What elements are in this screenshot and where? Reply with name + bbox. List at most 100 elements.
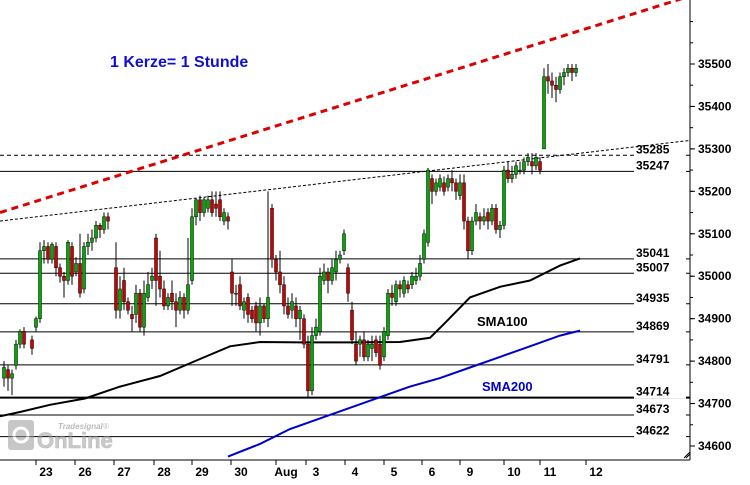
- candle-body: [502, 169, 506, 226]
- candle-body: [138, 292, 142, 328]
- candle-body: [266, 297, 270, 319]
- brand-registered: ®: [103, 422, 109, 431]
- candle-body: [526, 157, 530, 162]
- candle-body: [234, 292, 238, 295]
- candle-body: [570, 67, 574, 73]
- x-tick-label: 30: [234, 465, 248, 479]
- x-tick-label: 10: [507, 465, 521, 479]
- level-label: 34714: [636, 385, 670, 399]
- candle-body: [174, 301, 178, 311]
- candle-body: [546, 76, 550, 82]
- candle-body: [566, 67, 570, 73]
- candle-body: [58, 267, 62, 277]
- candle-body: [410, 275, 414, 285]
- x-tick-label: 9: [467, 465, 474, 479]
- candle-body: [150, 275, 154, 281]
- level-label: 35041: [636, 246, 670, 260]
- candle-body: [30, 339, 34, 349]
- candle-body: [310, 335, 314, 392]
- level-label-bg: [634, 159, 686, 173]
- y-tick-label: 35100: [698, 227, 732, 241]
- candle-body: [6, 369, 10, 379]
- candle-body: [98, 225, 102, 230]
- candle-body: [450, 178, 454, 184]
- x-tick-label: 12: [589, 465, 603, 479]
- candle-body: [466, 220, 470, 252]
- candle-body: [330, 267, 334, 281]
- level-label-bg: [634, 403, 686, 417]
- candle-body: [54, 246, 58, 268]
- candle-body: [438, 178, 442, 188]
- candle-body: [94, 225, 98, 239]
- candle-body: [350, 309, 354, 341]
- candle-body: [238, 284, 242, 307]
- brand-logo-text: OnLine: [37, 428, 113, 453]
- brand-tag: Tradesignal: [58, 422, 104, 431]
- level-label-bg: [634, 424, 686, 438]
- candle-body: [46, 246, 50, 260]
- candle-body: [490, 208, 494, 222]
- candle-body: [262, 305, 266, 319]
- candle-body: [206, 199, 210, 209]
- candle-body: [242, 301, 246, 311]
- level-label-bg: [634, 291, 686, 305]
- x-tick-label: 23: [39, 465, 53, 479]
- candle-body: [158, 275, 162, 290]
- candle-body: [398, 284, 402, 290]
- candle-body: [558, 76, 562, 90]
- candle-body: [386, 292, 390, 336]
- level-label-bg: [634, 385, 686, 399]
- candle-body: [370, 343, 374, 349]
- candle-body: [114, 267, 118, 311]
- candle-body: [86, 242, 90, 247]
- candle-body: [250, 309, 254, 319]
- candle-body: [154, 237, 158, 281]
- candle-body: [446, 178, 450, 188]
- level-label-bg: [634, 319, 686, 333]
- candle-body: [434, 182, 438, 192]
- candle-body: [38, 250, 42, 319]
- thin-trend-line: [0, 139, 691, 222]
- candle-body: [538, 161, 542, 171]
- candle-body: [486, 212, 490, 222]
- candle-body: [90, 237, 94, 243]
- candle-body: [142, 292, 146, 328]
- level-label-bg: [634, 261, 686, 275]
- candle-body: [126, 301, 130, 311]
- candle-body: [402, 280, 406, 294]
- candle-body: [406, 284, 410, 290]
- candle-body: [286, 305, 290, 315]
- candle-body: [190, 216, 194, 281]
- candle-body: [426, 169, 430, 243]
- candle-body: [478, 216, 482, 222]
- x-tick-label: 27: [117, 465, 131, 479]
- candle-body: [534, 157, 538, 167]
- candle-body: [554, 84, 558, 90]
- candle-body: [494, 208, 498, 230]
- candle-body: [162, 288, 166, 307]
- candle-body: [346, 267, 350, 294]
- level-label-bg: [634, 143, 686, 157]
- candle-body: [170, 292, 174, 302]
- candle-body: [254, 305, 258, 324]
- candle-body: [2, 367, 6, 379]
- candle-body: [134, 292, 138, 315]
- candle-body: [414, 275, 418, 281]
- candle-body: [186, 284, 190, 311]
- level-label: 34622: [636, 424, 670, 438]
- level-label-bg: [634, 246, 686, 260]
- candle-body: [342, 233, 346, 252]
- candle-body: [530, 161, 534, 167]
- level-label: 34791: [636, 352, 670, 366]
- level-label: 34935: [636, 291, 670, 305]
- candle-body: [18, 331, 22, 345]
- candle-body: [470, 220, 474, 252]
- candle-body: [218, 199, 222, 218]
- candle-body: [474, 212, 478, 222]
- candle-body: [334, 258, 338, 273]
- candle-body: [226, 216, 230, 222]
- candle-body: [106, 216, 110, 222]
- candle-body: [366, 343, 370, 358]
- candle-body: [326, 271, 330, 281]
- sma100-line: [0, 257, 581, 418]
